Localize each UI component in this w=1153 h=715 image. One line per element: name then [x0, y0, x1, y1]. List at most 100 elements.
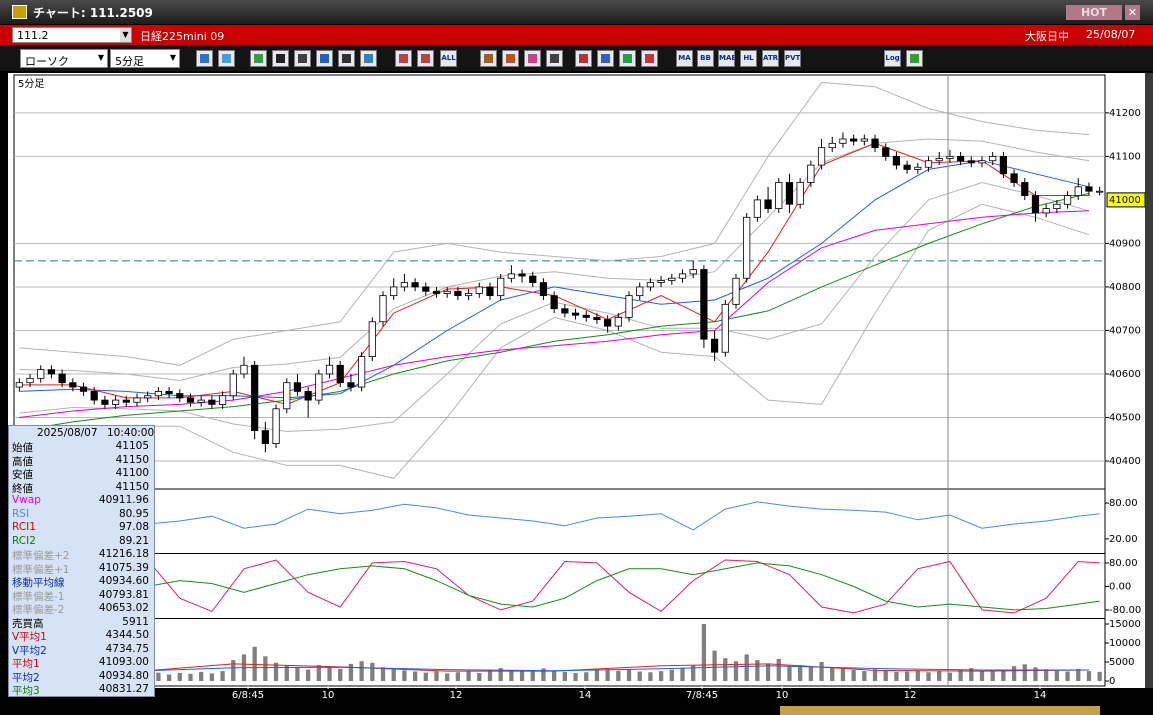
candle-body: [1096, 190, 1104, 193]
volume-bar: [541, 668, 546, 681]
info-value: 4734.75: [105, 642, 149, 655]
toolbar-icon[interactable]: [250, 50, 267, 67]
toolbar-button[interactable]: PVT: [784, 50, 801, 67]
candle-body: [379, 295, 387, 323]
volume-bar: [1054, 670, 1060, 681]
volume-bar: [605, 669, 610, 681]
y-tick-label: 40700: [1109, 325, 1141, 336]
chart-kind-select[interactable]: ローソク ▼: [20, 49, 108, 68]
hot-button[interactable]: HOT: [1066, 5, 1122, 20]
y-tick-label: 0: [1109, 676, 1115, 687]
info-value: 80.95: [118, 507, 149, 520]
candle-body: [753, 199, 761, 218]
volume-bar: [819, 662, 824, 681]
volume-bar: [391, 669, 396, 681]
candle-body: [839, 138, 847, 144]
candle-body: [807, 164, 815, 183]
info-label: 標準偏差-2: [12, 604, 65, 616]
x-tick-label: 10: [776, 690, 789, 701]
candle-body: [914, 166, 922, 170]
info-value: 41216.18: [98, 548, 149, 560]
candle-body: [989, 155, 997, 162]
candle-body: [1053, 203, 1061, 210]
info-value: 40934.80: [98, 669, 149, 682]
toolbar-button[interactable]: HL: [740, 50, 757, 67]
toolbar-button[interactable]: BB: [697, 50, 714, 67]
toolbar-icon[interactable]: [619, 50, 636, 67]
scrollbar[interactable]: [1145, 73, 1153, 690]
close-button[interactable]: ✕: [1125, 5, 1140, 20]
volume-bar: [872, 669, 878, 681]
candle-body: [657, 280, 665, 283]
toolbar-icon[interactable]: [395, 50, 412, 67]
volume-bar: [519, 671, 525, 681]
toolbar-icon[interactable]: [524, 50, 541, 67]
y-tick-label: 5000: [1109, 657, 1134, 668]
candle-body: [358, 356, 366, 388]
interval-select[interactable]: 5分足 ▼: [110, 49, 180, 68]
toolbar-icon[interactable]: [316, 50, 333, 67]
info-row: 始値 41105: [12, 440, 149, 454]
volume-bar: [691, 665, 696, 681]
toolbar-icon[interactable]: [218, 50, 235, 67]
x-tick-label: 14: [579, 690, 592, 701]
candle-body: [432, 290, 441, 294]
indicator-line: [19, 203, 1090, 479]
toolbar-icon[interactable]: [641, 50, 658, 67]
candle-body: [464, 293, 473, 297]
info-value: 40831.27: [98, 683, 149, 695]
toolbar-icon[interactable]: [906, 50, 923, 67]
candle-body: [497, 277, 505, 297]
y-tick-label: 80.00: [1109, 498, 1138, 509]
title-bar: チャート: 111.2509 HOT ✕: [0, 0, 1153, 24]
indicator-line: [19, 192, 1090, 432]
indicator-line: [19, 501, 1100, 531]
chart-background: [8, 73, 1145, 690]
volume-bar: [937, 671, 942, 681]
toolbar-icon[interactable]: [546, 50, 563, 67]
toolbar-button[interactable]: Log: [884, 50, 901, 67]
dropdown-arrow[interactable]: ▼: [120, 28, 131, 42]
volume-bar: [316, 665, 321, 681]
toolbar-icon[interactable]: [272, 50, 289, 67]
volume-bar: [851, 669, 856, 681]
volume-bar: [445, 673, 450, 681]
x-tick-label: 12: [450, 690, 463, 701]
info-label: 移動平均線: [12, 577, 65, 589]
volume-bar: [616, 670, 621, 681]
volume-bar: [552, 671, 557, 681]
candle-body: [1063, 195, 1072, 205]
candle-body: [796, 182, 804, 205]
toolbar-icon[interactable]: [196, 50, 213, 67]
toolbar-icon[interactable]: [360, 50, 377, 67]
toolbar-icon[interactable]: [597, 50, 614, 67]
code-input[interactable]: 111.2: [12, 27, 132, 43]
toolbar-icon[interactable]: [338, 50, 355, 67]
candle-body: [26, 377, 34, 384]
toolbar-icon[interactable]: [294, 50, 311, 67]
candle-body: [871, 138, 879, 149]
candle-body: [293, 382, 302, 392]
toolbar-button[interactable]: MA: [676, 50, 693, 67]
candle-body: [101, 399, 109, 405]
x-tick-label: 10: [322, 690, 335, 701]
toolbar-button[interactable]: ALL: [440, 50, 457, 67]
market-name: 大阪日中: [1025, 30, 1069, 43]
toolbar-button[interactable]: ATR: [762, 50, 779, 67]
candle-body: [636, 286, 644, 297]
toolbar-icon[interactable]: [502, 50, 519, 67]
info-value: 41150: [115, 453, 149, 466]
info-row: RCI1 97.08: [12, 521, 149, 534]
info-row: RSI 80.95: [12, 508, 149, 521]
toolbar-icon[interactable]: [480, 50, 497, 67]
candle-body: [999, 155, 1007, 175]
toolbar-button[interactable]: MAE: [718, 50, 735, 67]
info-value: 40793.81: [98, 588, 149, 601]
toolbar-icon[interactable]: [575, 50, 592, 67]
info-value: 5911: [122, 615, 149, 628]
toolbar-icon[interactable]: [417, 50, 434, 67]
candle-body: [593, 317, 601, 320]
volume-bar: [359, 661, 364, 681]
info-row: 標準偏差-1 40793.81: [12, 588, 149, 603]
